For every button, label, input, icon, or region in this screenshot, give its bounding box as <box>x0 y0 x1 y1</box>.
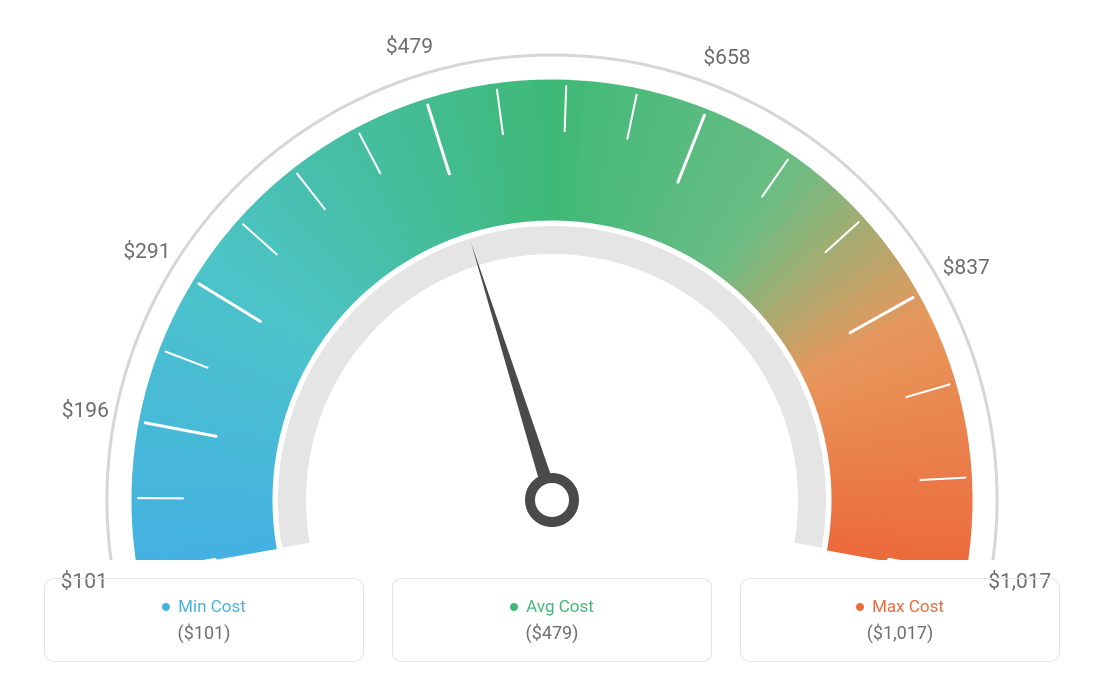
legend-title-text-max: Max Cost <box>872 597 944 617</box>
legend-card-avg: Avg Cost ($479) <box>392 578 712 662</box>
legend-row: Min Cost ($101) Avg Cost ($479) Max Cost… <box>0 578 1104 662</box>
gauge-tick-label: $196 <box>62 399 109 423</box>
legend-card-min: Min Cost ($101) <box>44 578 364 662</box>
legend-dot-max <box>856 603 864 611</box>
gauge-tick-label: $479 <box>386 35 433 59</box>
legend-title-avg: Avg Cost <box>510 597 594 617</box>
legend-dot-avg <box>510 603 518 611</box>
legend-title-max: Max Cost <box>856 597 944 617</box>
gauge-container: $101$196$291$479$658$837$1,017 <box>0 0 1104 560</box>
legend-value-min: ($101) <box>178 623 231 644</box>
legend-title-text-avg: Avg Cost <box>526 597 594 617</box>
gauge-tick-label: $837 <box>943 256 990 280</box>
gauge-svg <box>0 0 1104 560</box>
legend-title-text-min: Min Cost <box>178 597 246 617</box>
legend-title-min: Min Cost <box>162 597 246 617</box>
legend-dot-min <box>162 603 170 611</box>
gauge-tick-label: $658 <box>703 46 750 70</box>
legend-value-avg: ($479) <box>526 623 579 644</box>
legend-card-max: Max Cost ($1,017) <box>740 578 1060 662</box>
gauge-tick-label: $291 <box>123 240 170 264</box>
legend-value-max: ($1,017) <box>867 623 934 644</box>
